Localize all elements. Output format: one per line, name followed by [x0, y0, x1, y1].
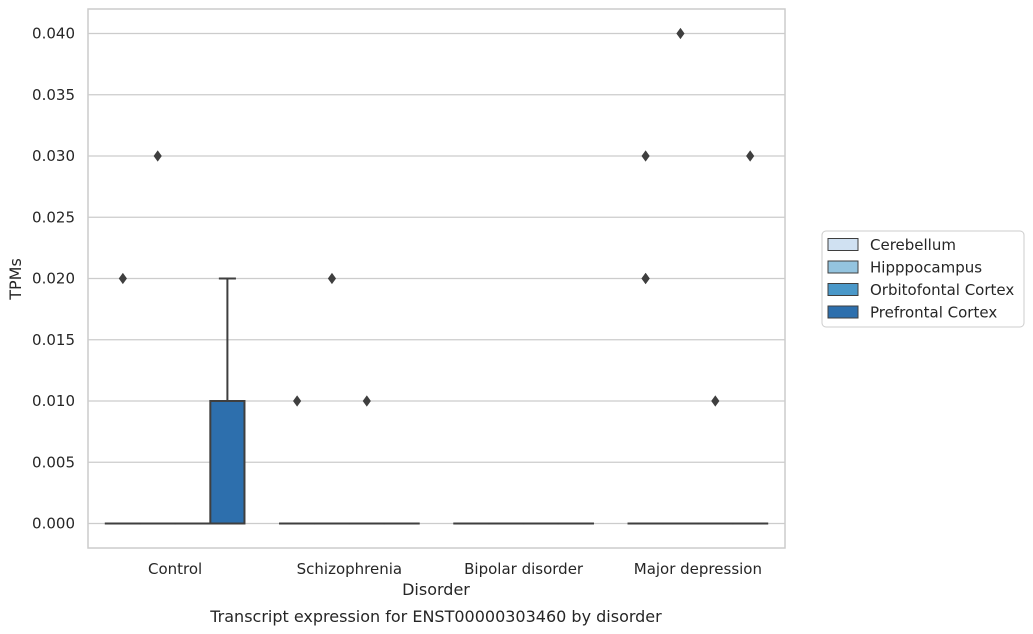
outlier-point: [641, 272, 650, 285]
y-tick-label: 0.030: [32, 147, 75, 165]
legend-swatch: [827, 238, 859, 251]
outlier-point: [362, 395, 371, 407]
outlier-point: [676, 27, 685, 40]
legend-frame: [821, 230, 1025, 328]
box-group: [697, 395, 734, 525]
x-tick-label: Major depression: [634, 560, 762, 578]
outlier-point: [327, 272, 337, 285]
y-tick-label: 0.010: [32, 392, 75, 410]
outlier-point: [746, 150, 755, 162]
legend-label: Hipppocampus: [870, 259, 982, 277]
box-group: [209, 277, 246, 525]
legend: Cerebellum Hipppocampus Orbitofontal Corte…: [821, 230, 1025, 328]
y-axis-label: TPMs: [6, 258, 25, 301]
y-tick-label: 0.025: [32, 208, 75, 226]
outlier-point: [118, 272, 127, 285]
box-group: [732, 150, 769, 525]
legend-swatch: [827, 283, 859, 296]
x-axis-ticks: Control Schizophrenia Bipolar disorder Majo…: [148, 560, 762, 578]
x-tick-label: Control: [148, 560, 202, 578]
outlier-point: [711, 395, 720, 407]
y-tick-label: 0.035: [32, 86, 75, 104]
x-axis-label: Disorder: [402, 580, 470, 599]
box-group: [139, 150, 176, 525]
box-group: [279, 395, 316, 525]
outlier-point: [641, 150, 650, 162]
legend-label: Orbitofontal Cortex: [870, 281, 1014, 299]
x-tick-label: Bipolar disorder: [464, 560, 584, 578]
box-plot-area: [104, 27, 769, 525]
box-group: [627, 150, 664, 525]
legend-swatch: [827, 305, 859, 319]
box: [209, 400, 246, 525]
gridlines: [88, 32, 785, 525]
legend-swatch: [827, 260, 859, 274]
box-group: [104, 272, 141, 525]
box-group: [313, 272, 351, 525]
box-group: [348, 395, 385, 525]
plot-frame: [87, 8, 786, 549]
y-tick-label: 0.005: [32, 453, 75, 471]
y-tick-label: 0.015: [32, 331, 75, 349]
legend-label: Cerebellum: [870, 236, 956, 254]
x-tick-label: Schizophrenia: [297, 560, 402, 578]
y-tick-label: 0.000: [32, 515, 75, 533]
outlier-point: [293, 395, 302, 407]
box-group: [662, 27, 699, 525]
outlier-point: [153, 150, 162, 162]
y-tick-label: 0.040: [32, 25, 75, 43]
y-tick-label: 0.020: [32, 270, 75, 288]
chart-caption: Transcript expression for ENST0000030346…: [209, 607, 662, 626]
legend-label: Prefrontal Cortex: [870, 304, 997, 322]
y-axis-ticks: 0.000 0.005 0.010 0.015 0.020 0.025 0.030 0.035…: [32, 25, 75, 533]
